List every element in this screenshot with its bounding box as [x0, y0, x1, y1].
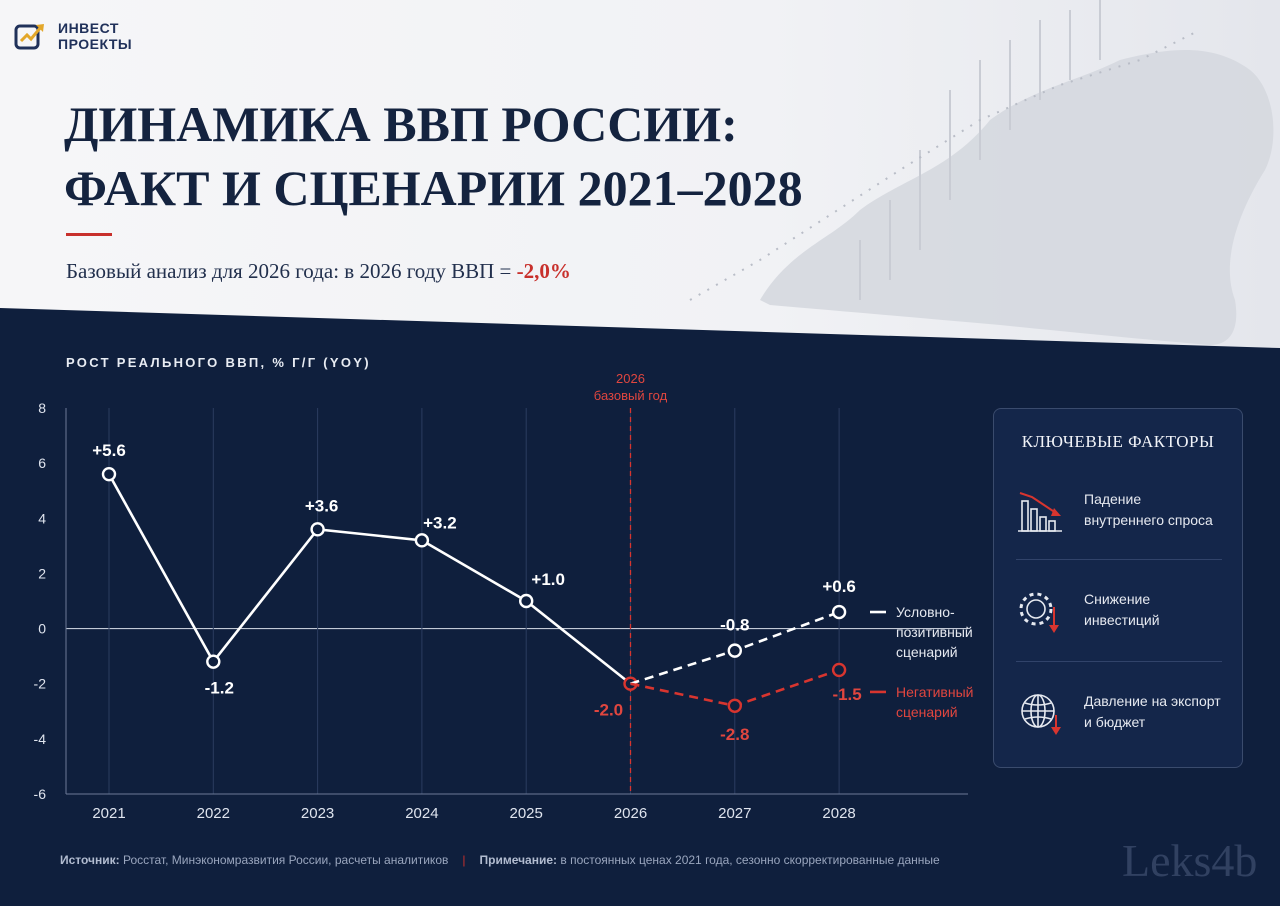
factor-divider [1016, 559, 1222, 560]
logo-icon [14, 24, 44, 50]
x-tick-label: 2027 [718, 805, 751, 822]
base-year-label-year: 2026 [616, 371, 645, 386]
x-tick-label: 2025 [510, 805, 543, 822]
data-point [519, 593, 534, 609]
map-decoration [760, 50, 1274, 345]
data-label: +5.6 [92, 441, 126, 460]
factor-text-investment: Снижение инвестиций [1084, 589, 1234, 631]
chart-title: РОСТ РЕАЛЬНОГО ВВП, % Г/Г (YOY) [66, 355, 371, 370]
x-tick-label: 2022 [197, 805, 230, 822]
footer-divider: | [462, 853, 466, 867]
data-point [831, 604, 847, 620]
factor-item-investment: Снижение инвестиций [1016, 585, 1222, 645]
x-tick-label: 2024 [405, 805, 438, 822]
title-accent-rule [66, 233, 112, 236]
footer-notes: Источник: Росстат, Минэкономразвития Рос… [60, 852, 940, 868]
candlestick-decoration [859, 0, 1101, 300]
brand-line-1: ИНВЕСТ [58, 20, 119, 36]
legend-label: Негативный [896, 684, 973, 700]
factor-export-line-2: и бюджет [1084, 714, 1146, 730]
base-year-label-text: базовый год [594, 388, 668, 403]
y-tick-label: 0 [38, 621, 46, 637]
data-label: +3.6 [305, 496, 339, 515]
y-tick-label: -6 [34, 786, 47, 802]
y-tick-label: -2 [34, 676, 47, 692]
data-label: +0.6 [822, 577, 856, 596]
x-tick-label: 2023 [301, 805, 334, 822]
data-point [206, 654, 221, 669]
source-text: Росстат, Минэкономразвития России, расче… [119, 853, 449, 867]
legend-label: сценарий [896, 644, 958, 660]
data-label: -2.8 [720, 725, 749, 744]
data-point [727, 643, 742, 658]
title-line-2: ФАКТ И СЦЕНАРИИ 2021–2028 [64, 160, 803, 216]
data-label: -2.0 [594, 701, 623, 720]
y-tick-label: 2 [38, 565, 46, 581]
data-point [101, 466, 117, 482]
brand-name: ИНВЕСТ ПРОЕКТЫ [58, 20, 132, 52]
y-tick-label: 6 [38, 455, 46, 471]
subtitle-text: Базовый анализ для 2026 года: в 2026 год… [66, 259, 517, 283]
factor-item-export: Давление на экспорт и бюджет [1016, 687, 1222, 747]
factor-text-export: Давление на экспорт и бюджет [1084, 691, 1234, 733]
data-label: -0.8 [720, 616, 749, 635]
data-label: -1.5 [832, 685, 861, 704]
y-tick-label: 8 [38, 400, 46, 416]
legend-label: Условно- [896, 604, 955, 620]
gear-down-icon [1019, 592, 1059, 633]
factor-demand-line-1: Падение [1084, 491, 1142, 507]
key-factors-panel: КЛЮЧЕВЫЕ ФАКТОРЫ Падение внутреннего спр… [993, 408, 1243, 768]
factor-export-line-1: Давление на экспорт [1084, 693, 1221, 709]
falling-bars-icon [1018, 492, 1062, 532]
brand-line-2: ПРОЕКТЫ [58, 36, 133, 52]
data-point [414, 533, 430, 548]
y-tick-label: 4 [38, 510, 46, 526]
legend-label: сценарий [896, 704, 958, 720]
x-tick-label: 2026 [614, 805, 647, 822]
source-label: Источник: [60, 853, 120, 867]
factor-investment-line-1: Снижение [1084, 591, 1151, 607]
key-factors-title: КЛЮЧЕВЫЕ ФАКТОРЫ [1021, 432, 1215, 451]
subtitle-value: -2,0% [516, 259, 571, 283]
note-text: в постоянных ценах 2021 года, сезонно ск… [557, 853, 940, 867]
legend-label: позитивный [896, 624, 973, 640]
factor-investment-line-2: инвестиций [1084, 612, 1160, 628]
data-label: -1.2 [205, 679, 234, 698]
x-tick-label: 2021 [92, 805, 125, 822]
factor-text-demand: Падение внутреннего спроса [1084, 489, 1234, 531]
x-tick-label: 2028 [822, 805, 855, 822]
data-label: +3.2 [423, 513, 457, 532]
data-point [310, 522, 325, 537]
data-point [831, 662, 847, 678]
data-point [727, 698, 742, 713]
page-title: ДИНАМИКА ВВП РОССИИ: ФАКТ И СЦЕНАРИИ 202… [64, 92, 803, 220]
factor-divider [1016, 661, 1222, 662]
note-label: Примечание: [479, 853, 558, 867]
y-tick-label: -4 [34, 731, 47, 747]
factor-item-demand: Падение внутреннего спроса [1016, 485, 1222, 545]
title-line-1: ДИНАМИКА ВВП РОССИИ: [64, 96, 738, 152]
watermark: Leks4b [1122, 835, 1258, 886]
data-label: +1.0 [531, 570, 565, 589]
factor-demand-line-2: внутреннего спроса [1084, 512, 1213, 528]
series-line-0 [107, 473, 632, 685]
globe-down-icon [1021, 694, 1061, 735]
subtitle: Базовый анализ для 2026 года: в 2026 год… [66, 257, 571, 285]
